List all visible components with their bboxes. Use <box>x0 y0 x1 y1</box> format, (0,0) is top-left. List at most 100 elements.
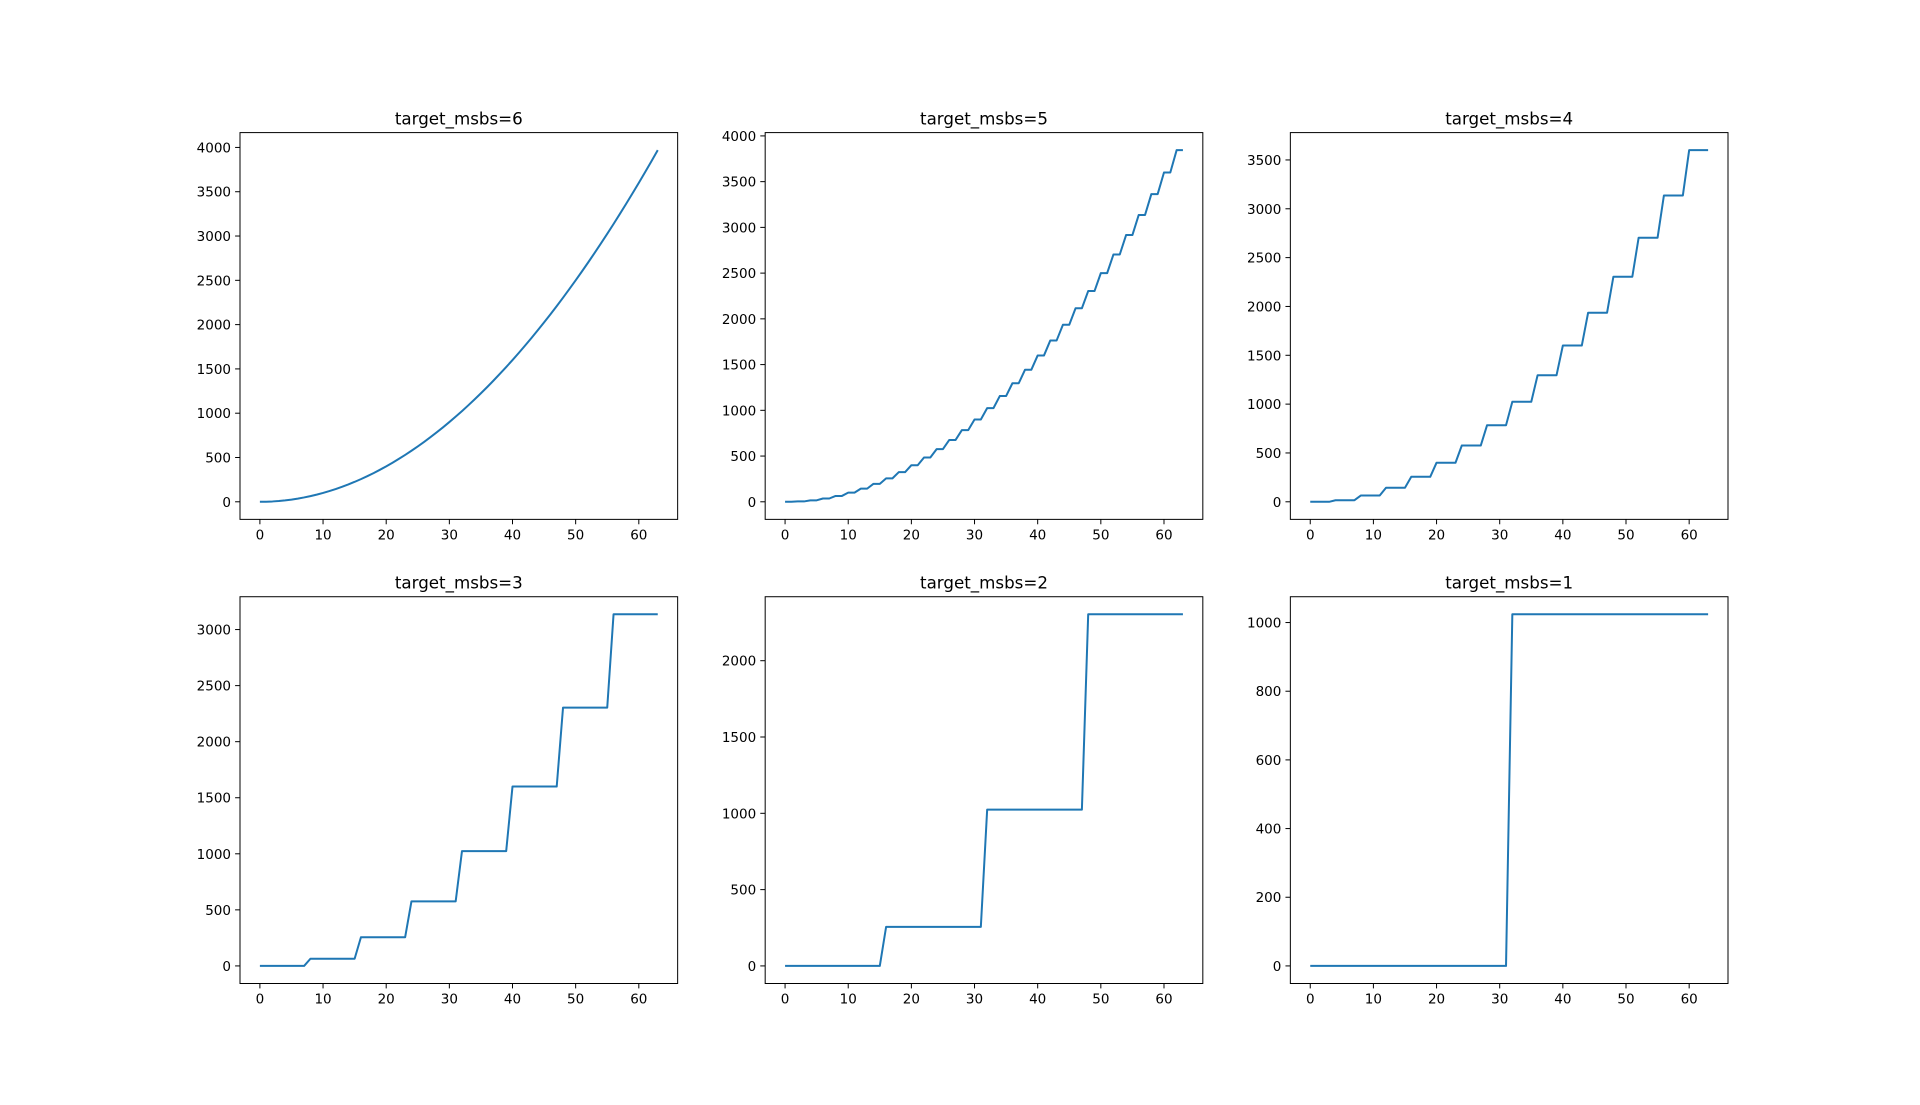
x-tick-label: 0 <box>1306 527 1315 543</box>
x-tick-label: 30 <box>441 992 458 1008</box>
x-tick-label: 10 <box>840 527 857 543</box>
y-tick-label: 2000 <box>197 735 231 751</box>
y-tick-label: 1500 <box>1247 348 1281 364</box>
y-tick-label: 500 <box>205 450 231 466</box>
x-tick-label: 0 <box>781 527 790 543</box>
y-tick-label: 1500 <box>197 362 231 378</box>
y-tick-label: 1000 <box>1247 397 1281 413</box>
y-tick-label: 2000 <box>722 654 756 670</box>
x-tick-label: 40 <box>1554 992 1571 1008</box>
y-tick-label: 0 <box>748 959 757 975</box>
subplot-title: target_msbs=5 <box>920 109 1048 130</box>
y-tick-label: 500 <box>205 903 231 919</box>
y-tick-label: 600 <box>1256 753 1282 769</box>
subplot-2: target_msbs=5 0 10 20 30 40 50 60 0 500 1000 1500 20… <box>722 109 1204 543</box>
y-tick-label: 0 <box>222 495 231 511</box>
x-tick-label: 50 <box>1092 527 1109 543</box>
x-tick-label: 60 <box>630 992 647 1008</box>
y-tick-label: 800 <box>1256 684 1282 700</box>
x-tick-label: 30 <box>1491 992 1508 1008</box>
axes-frame <box>1289 596 1729 985</box>
y-tick-label: 1000 <box>722 806 756 822</box>
x-tick-label: 40 <box>1029 527 1046 543</box>
x-tick-label: 40 <box>504 527 521 543</box>
y-tick-label: 2000 <box>197 318 231 334</box>
x-tick-label: 50 <box>1092 992 1109 1008</box>
y-tick-label: 3000 <box>1247 202 1281 218</box>
y-tick-label: 2500 <box>722 266 756 282</box>
y-tick-label: 3000 <box>722 220 756 236</box>
subplot-5: target_msbs=2 0 10 20 30 40 50 60 0 500 1000 1500 20… <box>722 573 1204 1008</box>
x-tick-label: 30 <box>1491 527 1508 543</box>
series-line <box>259 149 659 503</box>
axes-frame <box>1289 132 1729 520</box>
x-tick-label: 20 <box>1428 992 1445 1008</box>
subplot-title: target_msbs=4 <box>1445 109 1573 130</box>
subplot-title: target_msbs=1 <box>1445 573 1573 594</box>
subplot-4: target_msbs=3 0 10 20 30 40 50 60 0 500 1000 1500 20… <box>197 573 679 1008</box>
axes-frame <box>239 596 679 985</box>
series-line <box>785 149 1183 503</box>
x-tick-label: 30 <box>966 527 983 543</box>
x-tick-label: 60 <box>630 527 647 543</box>
series-line <box>1310 149 1709 503</box>
x-tick-label: 0 <box>256 527 265 543</box>
x-tick-label: 10 <box>840 992 857 1008</box>
y-tick-label: 1000 <box>197 847 231 863</box>
y-tick-label: 400 <box>1256 822 1282 838</box>
y-tick-label: 3000 <box>197 623 231 639</box>
y-tick-label: 3500 <box>197 185 231 201</box>
x-tick-label: 20 <box>1428 527 1445 543</box>
x-tick-label: 10 <box>1365 527 1382 543</box>
y-tick-label: 0 <box>1273 959 1282 975</box>
subplot-1: target_msbs=6 0 10 20 30 40 50 60 0 500 1000 1500 20… <box>197 109 679 543</box>
subplot-title: target_msbs=6 <box>395 109 523 130</box>
x-tick-label: 60 <box>1681 527 1698 543</box>
subplot-6: target_msbs=10 10 20 30 40 50 6002004006008001… <box>1247 573 1729 1008</box>
subplot-title: target_msbs=2 <box>920 573 1048 594</box>
x-tick-label: 20 <box>378 992 395 1008</box>
y-tick-label: 0 <box>1273 495 1282 511</box>
x-tick-label: 30 <box>966 992 983 1008</box>
x-tick-label: 0 <box>256 992 265 1008</box>
series-line <box>1310 613 1709 967</box>
x-tick-label: 40 <box>504 992 521 1008</box>
x-tick-label: 40 <box>1029 992 1046 1008</box>
y-tick-label: 500 <box>730 449 756 465</box>
y-tick-label: 4000 <box>197 140 231 156</box>
axes-frame <box>764 132 1204 520</box>
y-tick-label: 3500 <box>1247 153 1281 169</box>
y-tick-label: 500 <box>730 883 756 899</box>
y-tick-label: 3500 <box>722 175 756 191</box>
x-tick-label: 40 <box>1554 527 1571 543</box>
axes-frame <box>239 132 679 520</box>
y-tick-label: 0 <box>222 959 231 975</box>
x-tick-label: 50 <box>1617 992 1634 1008</box>
y-tick-label: 1500 <box>722 358 756 374</box>
y-tick-label: 4000 <box>722 129 756 145</box>
x-tick-label: 50 <box>567 527 584 543</box>
y-tick-label: 500 <box>1256 446 1282 462</box>
subplot-3: target_msbs=4 0 10 20 30 40 50 60 0 500 1000 1500 20… <box>1247 109 1729 543</box>
y-tick-label: 1000 <box>197 406 231 422</box>
x-tick-label: 0 <box>1306 992 1315 1008</box>
y-tick-label: 2500 <box>197 679 231 695</box>
y-tick-label: 1000 <box>1247 616 1281 632</box>
y-tick-label: 3000 <box>197 229 231 245</box>
x-tick-label: 60 <box>1155 992 1172 1008</box>
y-tick-label: 0 <box>748 495 757 511</box>
y-tick-label: 2000 <box>1247 299 1281 315</box>
subplot-title: target_msbs=3 <box>395 573 523 594</box>
y-tick-label: 1500 <box>197 791 231 807</box>
x-tick-label: 30 <box>441 527 458 543</box>
series-line <box>785 613 1183 967</box>
x-tick-label: 20 <box>903 527 920 543</box>
x-tick-label: 50 <box>1617 527 1634 543</box>
y-tick-label: 2500 <box>197 273 231 289</box>
x-tick-label: 60 <box>1155 527 1172 543</box>
y-tick-label: 2500 <box>1247 251 1281 267</box>
x-tick-label: 60 <box>1681 992 1698 1008</box>
y-tick-label: 1500 <box>722 730 756 746</box>
y-tick-label: 200 <box>1256 890 1282 906</box>
x-tick-label: 20 <box>378 527 395 543</box>
